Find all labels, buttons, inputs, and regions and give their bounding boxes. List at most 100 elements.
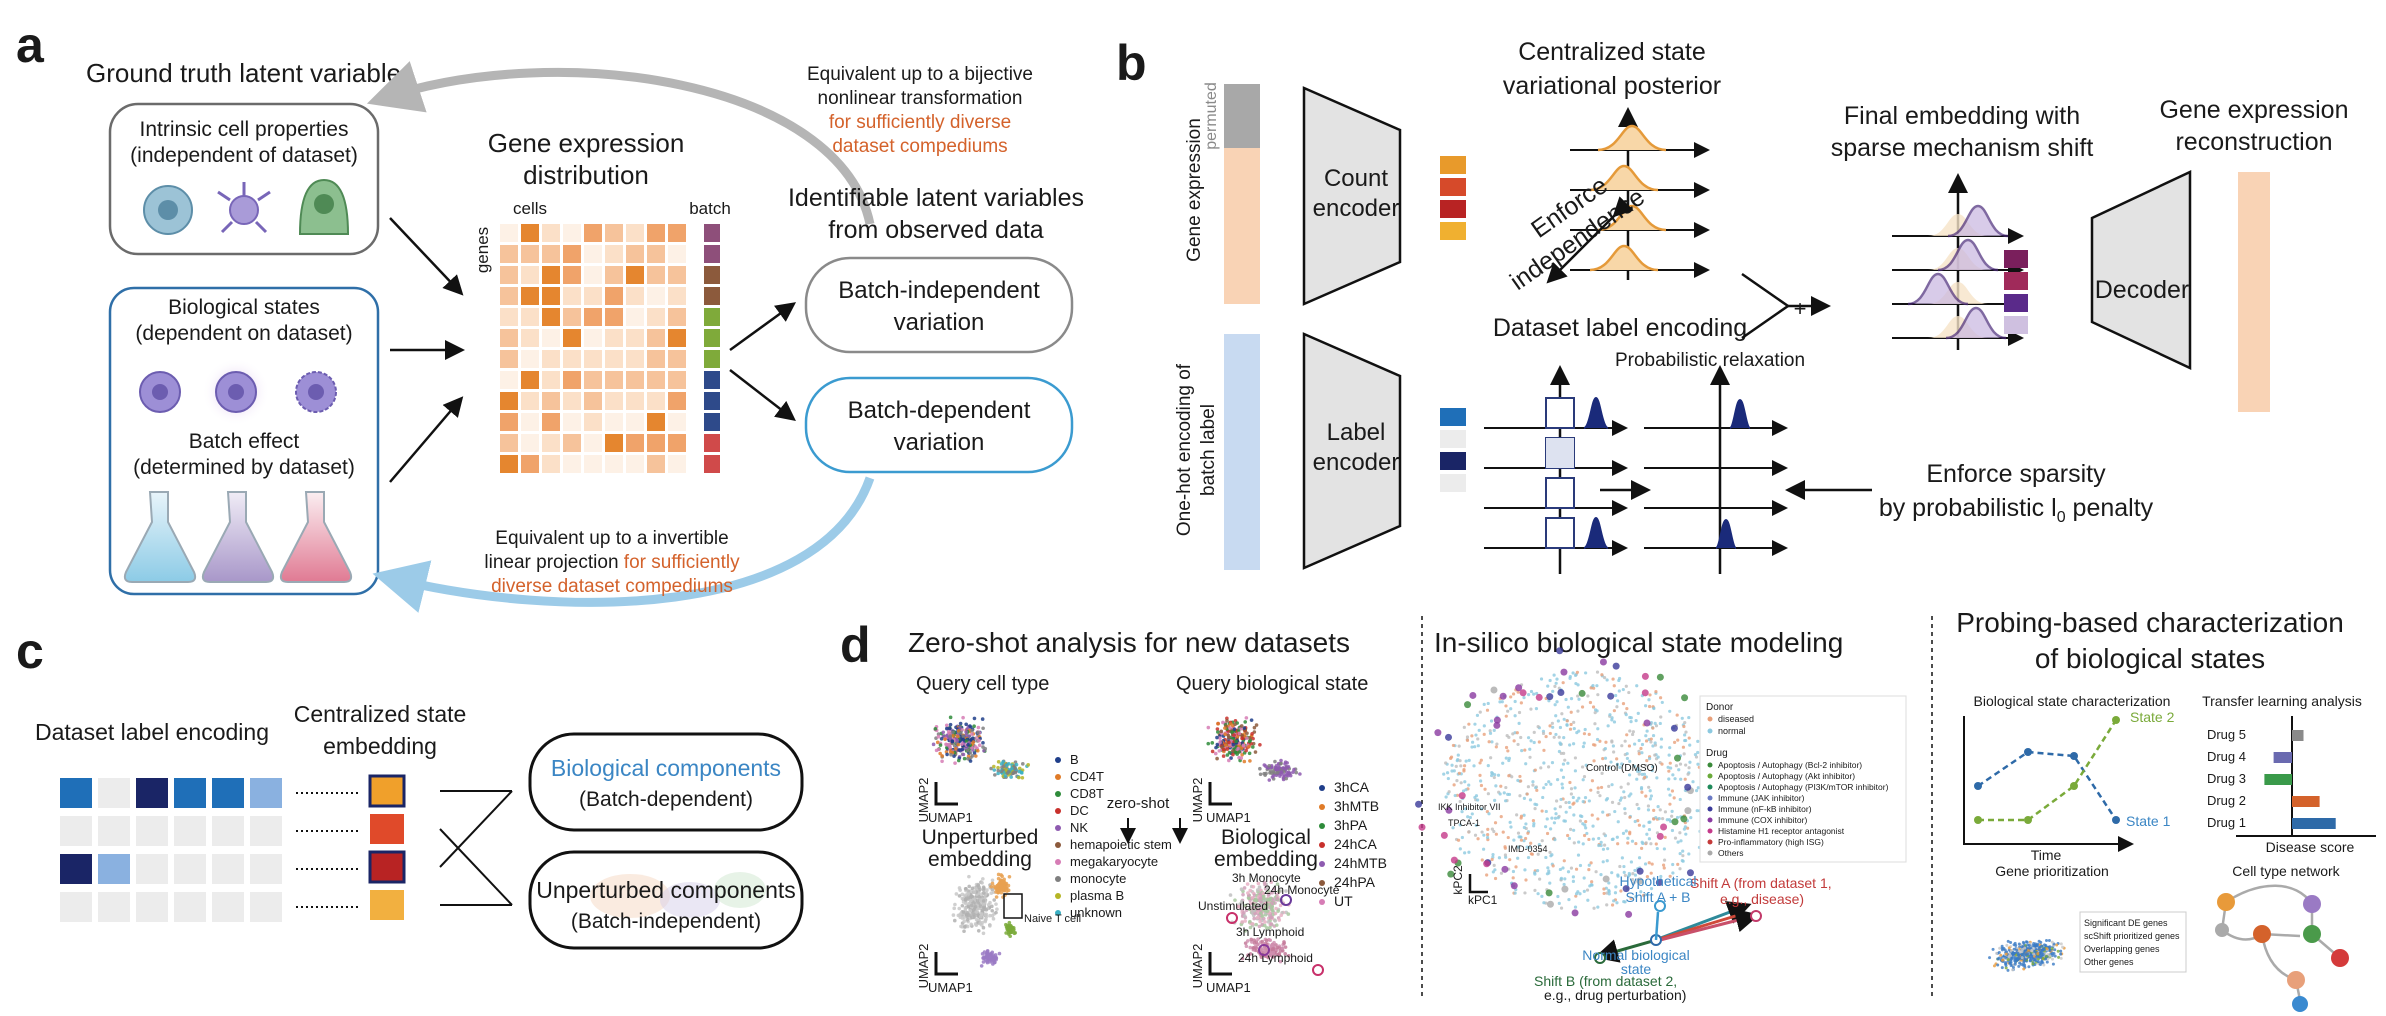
umap4-point <box>1241 892 1245 897</box>
is-point <box>1535 869 1540 873</box>
umap4-point <box>1228 893 1233 897</box>
is-drug-point <box>1622 885 1630 893</box>
heatmap-cell <box>668 350 686 368</box>
drug-legend-swatch <box>1707 795 1713 801</box>
umap4-point <box>1247 896 1251 901</box>
umap2-point <box>1281 776 1286 780</box>
is-point <box>1651 765 1655 769</box>
umap3-point <box>1012 927 1016 932</box>
tla-bar <box>2273 752 2292 763</box>
umap3-point <box>982 891 986 895</box>
naive-t-label: Naive T cell <box>1024 913 1081 925</box>
umap4-point <box>1269 922 1274 926</box>
umap2-point <box>1267 778 1272 782</box>
umap2-point <box>1227 750 1232 755</box>
gp-point <box>2018 950 2022 954</box>
is-drug-point <box>1464 701 1472 709</box>
is-point <box>1533 807 1537 811</box>
dataset-label-cell <box>136 778 168 808</box>
umap4-point <box>1276 889 1281 894</box>
is-point <box>1601 757 1605 761</box>
umap1-point <box>1009 775 1013 779</box>
umap1-point <box>972 716 977 721</box>
is-point <box>1501 830 1505 834</box>
heatmap-cell <box>605 371 623 389</box>
is-drug-point <box>1680 815 1688 823</box>
umap3-point <box>1005 926 1009 930</box>
drug-legend-label: Others <box>1718 848 1744 858</box>
is-point <box>1455 779 1459 783</box>
is-drug-point <box>1519 689 1527 697</box>
heatmap-cell <box>626 224 644 242</box>
is-point <box>1504 745 1509 750</box>
umap4-point <box>1244 908 1249 913</box>
is-point <box>1650 862 1654 866</box>
umap4-point <box>1260 903 1265 908</box>
is-point <box>1625 756 1630 761</box>
umap2-point <box>1241 743 1246 748</box>
is-point <box>1566 833 1570 838</box>
is-drug-point <box>1445 806 1453 814</box>
is-point <box>1678 797 1682 802</box>
state2-label: State 2 <box>2130 709 2175 725</box>
umap1-point <box>958 721 963 726</box>
umap4-point <box>1252 909 1256 913</box>
is-point <box>1488 731 1493 735</box>
umap2-point <box>1294 770 1299 775</box>
umap4-point <box>1284 889 1288 893</box>
genes-label: genes <box>473 227 492 273</box>
gp-legend-label: Significant DE genes <box>2084 918 2168 928</box>
dataset-label-cell <box>174 892 206 922</box>
is-point <box>1581 745 1585 749</box>
is-point <box>1647 861 1651 865</box>
is-point <box>1563 758 1567 762</box>
umap4-point <box>1246 939 1250 943</box>
is-point <box>1552 821 1557 825</box>
unp-comp1: Unperturbed components <box>536 877 796 903</box>
umap3-point <box>985 956 989 960</box>
heatmap-cell <box>500 287 518 305</box>
is-point <box>1586 694 1590 698</box>
umap4-point <box>1286 954 1291 958</box>
is-point <box>1651 726 1655 730</box>
umap2-y-label-2: UMAP2 <box>1190 778 1205 823</box>
is-point <box>1442 772 1446 776</box>
umap3-point <box>967 874 971 879</box>
is-drug-point <box>1469 691 1477 699</box>
umap3-point <box>1000 874 1004 879</box>
is-point <box>1584 820 1588 824</box>
is-point <box>1629 719 1633 724</box>
is-point <box>1649 842 1653 846</box>
is-point <box>1467 758 1471 762</box>
umap3-point <box>967 884 972 889</box>
mono24-label: 24h Monocyte <box>1264 883 1340 897</box>
gp-point <box>1996 963 2000 967</box>
heatmap-cell <box>668 455 686 473</box>
is-point <box>1561 775 1566 779</box>
is-point <box>1483 787 1487 791</box>
is-drug-point <box>1656 673 1664 681</box>
is-point <box>1581 778 1585 782</box>
heatmap-cell <box>521 266 539 284</box>
label-uniform-box <box>1545 517 1575 549</box>
is-point <box>1694 755 1699 759</box>
is-point <box>1679 839 1683 843</box>
is-point <box>1518 794 1522 798</box>
is-point <box>1552 673 1556 677</box>
is-point <box>1628 832 1632 836</box>
is-point <box>1526 736 1531 740</box>
umap1-point <box>956 728 961 733</box>
umap1-point <box>970 728 974 733</box>
is-point <box>1541 731 1546 736</box>
umap1-point <box>992 764 996 769</box>
umap2-point <box>1236 746 1240 751</box>
is-point <box>1568 727 1573 731</box>
is-point <box>1636 769 1640 773</box>
gp-point <box>2033 958 2037 962</box>
is-point <box>1569 722 1573 727</box>
umap4-point <box>1255 942 1260 947</box>
is-point <box>1462 725 1466 729</box>
umap2-point <box>1240 752 1244 757</box>
is-point <box>1678 867 1682 871</box>
is-point <box>1524 762 1528 766</box>
